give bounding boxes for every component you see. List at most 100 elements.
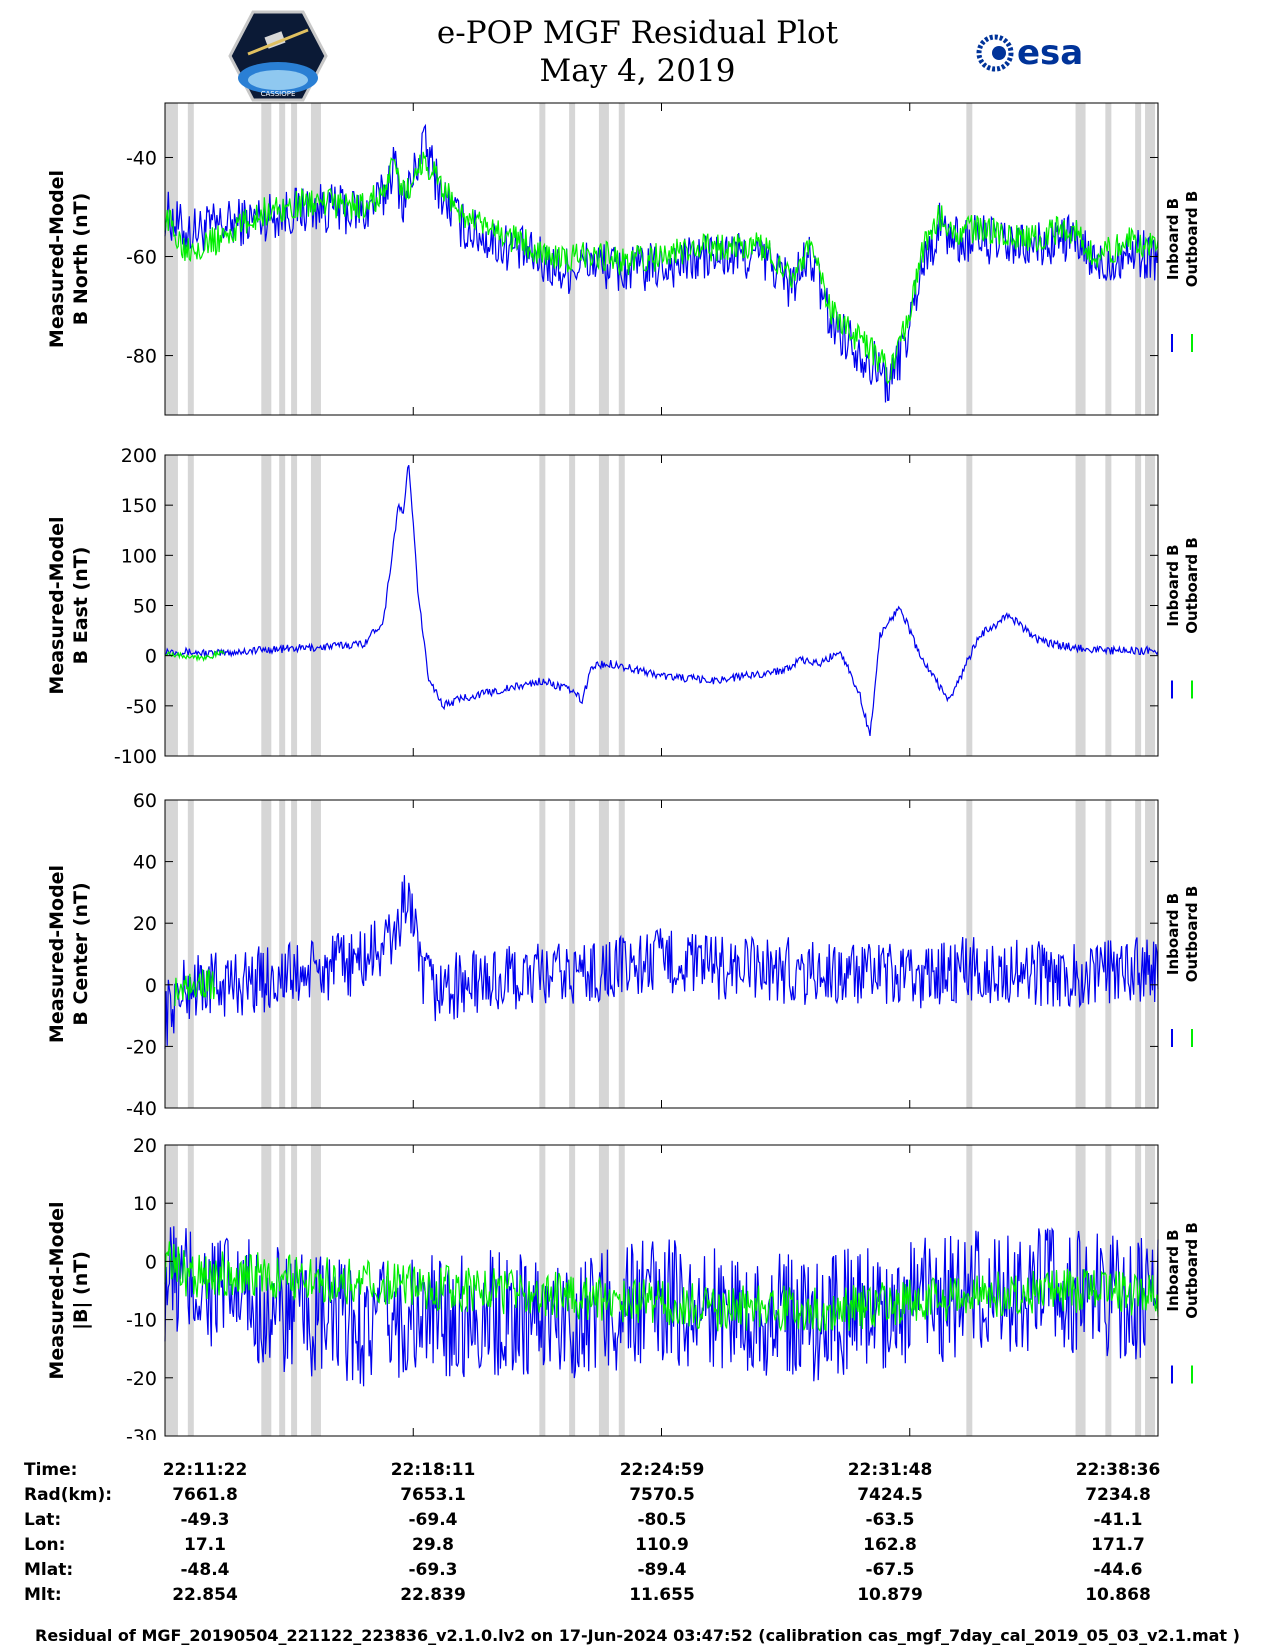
info-value: 7661.8 bbox=[172, 1485, 238, 1505]
info-value: 22:38:36 bbox=[1075, 1460, 1161, 1480]
data-gap-bar bbox=[187, 455, 194, 756]
info-row-label: Rad(km): bbox=[24, 1485, 113, 1505]
info-value: 17.1 bbox=[184, 1535, 226, 1555]
info-value: -89.4 bbox=[637, 1560, 687, 1580]
info-value: 22:11:22 bbox=[162, 1460, 248, 1480]
esa-logo: esa bbox=[976, 33, 1083, 73]
data-gap-bar bbox=[291, 455, 298, 756]
data-gap-bar bbox=[164, 800, 175, 1108]
data-gap-bar bbox=[569, 455, 576, 756]
info-value: 7653.1 bbox=[400, 1485, 466, 1505]
footer-caption: Residual of MGF_20190504_221122_223836_v… bbox=[35, 1626, 1240, 1645]
panel-4: 20 10 0 -10 -20 -30 Measured-Model |B| (nT) Inbo… bbox=[46, 1135, 1201, 1440]
info-value: -69.4 bbox=[408, 1510, 458, 1530]
info-value: 29.8 bbox=[412, 1535, 454, 1555]
data-gap-bar bbox=[618, 1145, 625, 1436]
info-row: Mlt: 22.854 22.839 11.655 10.879 10.868 bbox=[0, 1585, 1275, 1609]
info-row-label: Time: bbox=[24, 1460, 78, 1480]
info-value: 11.655 bbox=[629, 1585, 695, 1605]
series-line-inboard bbox=[164, 464, 1159, 737]
series-line-outboard bbox=[164, 151, 1159, 385]
info-value: -67.5 bbox=[865, 1560, 915, 1580]
data-gap-bar bbox=[171, 455, 178, 756]
y-tick-label: -60 bbox=[126, 247, 157, 269]
data-gap-bar bbox=[291, 103, 298, 415]
data-gap-bar bbox=[310, 455, 321, 756]
data-gap-bar bbox=[279, 455, 286, 756]
data-gap-bar bbox=[618, 455, 625, 756]
info-value: -48.4 bbox=[180, 1560, 230, 1580]
info-value: 22:31:48 bbox=[847, 1460, 933, 1480]
data-gap-bar bbox=[261, 800, 272, 1108]
legend-label: Inboard BOutboard B bbox=[1164, 886, 1201, 983]
data-gap-bar bbox=[1135, 103, 1142, 415]
legend-label: Inboard BOutboard B bbox=[1164, 1222, 1201, 1319]
cassiope-logo: CASSIOPE bbox=[228, 10, 328, 102]
y-tick-label: 0 bbox=[145, 646, 157, 668]
panel-1: -40 -60 -80 Measured-Model B North (nT) Inboa… bbox=[46, 102, 1201, 416]
info-value: -49.3 bbox=[180, 1510, 230, 1530]
data-gap-bar bbox=[598, 455, 609, 756]
data-gap-bar bbox=[569, 1145, 576, 1436]
y-tick-label: 50 bbox=[133, 596, 157, 618]
data-gap-bar bbox=[618, 800, 625, 1108]
data-gap-bar bbox=[310, 103, 321, 415]
info-value: 7424.5 bbox=[857, 1485, 923, 1505]
y-tick-label: 150 bbox=[121, 495, 157, 517]
y-tick-label: -10 bbox=[126, 1310, 157, 1332]
data-gap-bar bbox=[187, 800, 194, 1108]
series-line-outboard bbox=[174, 968, 216, 1007]
esa-logo-text: esa bbox=[1017, 33, 1083, 73]
series-line-inboard bbox=[164, 1226, 1159, 1387]
info-row-label: Lat: bbox=[24, 1510, 62, 1530]
panel-2: 200 150 100 50 0 -50 -100 Measured-Model B East … bbox=[46, 445, 1201, 768]
data-gap-bar bbox=[1135, 800, 1142, 1108]
data-gap-bar bbox=[539, 455, 546, 756]
info-value: -80.5 bbox=[637, 1510, 687, 1530]
plot-date: May 4, 2019 bbox=[539, 53, 736, 89]
plots-canvas: -40 -60 -80 Measured-Model B North (nT) Inboa… bbox=[46, 102, 1201, 1440]
info-value: -41.1 bbox=[1093, 1510, 1143, 1530]
y-tick-label: 0 bbox=[145, 975, 157, 997]
data-gap-bar bbox=[569, 800, 576, 1108]
y-tick-label: -80 bbox=[126, 346, 157, 368]
info-value: 7234.8 bbox=[1085, 1485, 1151, 1505]
data-gap-bar bbox=[171, 800, 178, 1108]
data-gap-bar bbox=[966, 455, 973, 756]
data-gap-bar bbox=[261, 455, 272, 756]
series-line-outboard bbox=[164, 649, 225, 663]
info-row-label: Lon: bbox=[24, 1535, 66, 1555]
info-row: Mlat: -48.4 -69.3 -89.4 -67.5 -44.6 bbox=[0, 1560, 1275, 1584]
y-axis-label: Measured-Model B North (nT) bbox=[46, 170, 92, 348]
y-tick-label: 20 bbox=[133, 913, 157, 935]
y-axis-label: Measured-Model |B| (nT) bbox=[46, 1201, 92, 1379]
y-tick-label: 10 bbox=[133, 1193, 157, 1215]
info-value: -63.5 bbox=[865, 1510, 915, 1530]
y-tick-label: -20 bbox=[126, 1036, 157, 1058]
y-tick-label: 20 bbox=[133, 1135, 157, 1157]
data-gap-bar bbox=[164, 1145, 175, 1436]
y-tick-label: -20 bbox=[126, 1368, 157, 1390]
data-gap-bar bbox=[966, 103, 973, 415]
data-gap-bar bbox=[1145, 800, 1156, 1108]
info-value: 10.868 bbox=[1085, 1585, 1151, 1605]
info-value: 110.9 bbox=[635, 1535, 689, 1555]
info-value: 22.854 bbox=[172, 1585, 238, 1605]
plot-title: e-POP MGF Residual Plot bbox=[436, 15, 839, 51]
data-gap-bar bbox=[310, 800, 321, 1108]
series-line-outboard bbox=[164, 1241, 1159, 1333]
data-gap-bar bbox=[261, 103, 272, 415]
y-tick-label: -50 bbox=[126, 696, 157, 718]
data-gap-bar bbox=[1075, 103, 1086, 415]
y-axis-label: Measured-Model B Center (nT) bbox=[46, 865, 92, 1043]
title-block: e-POP MGF Residual Plot May 4, 2019 bbox=[0, 14, 1275, 90]
info-value: 22:18:11 bbox=[390, 1460, 476, 1480]
data-gap-bar bbox=[966, 800, 973, 1108]
y-tick-label: 200 bbox=[121, 445, 157, 467]
data-gap-bar bbox=[1075, 800, 1086, 1108]
info-row: Lon: 17.1 29.8 110.9 162.8 171.7 bbox=[0, 1535, 1275, 1559]
data-gap-bar bbox=[1135, 455, 1142, 756]
data-gap-bar bbox=[1075, 455, 1086, 756]
info-row: Rad(km): 7661.8 7653.1 7570.5 7424.5 7234.8 bbox=[0, 1485, 1275, 1509]
series-line-inboard bbox=[164, 875, 1159, 1049]
